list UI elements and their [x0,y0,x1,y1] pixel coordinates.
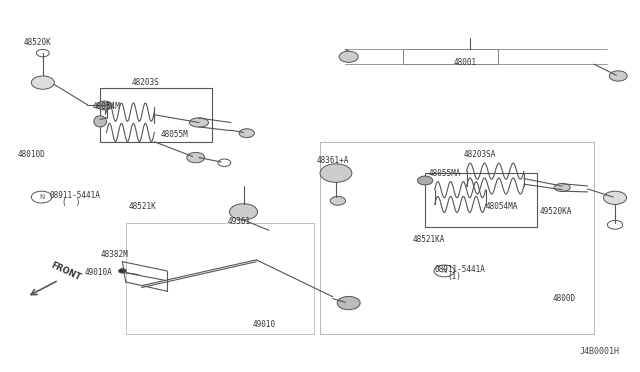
Text: 48520K: 48520K [24,38,51,46]
Circle shape [604,191,627,205]
Text: FRONT: FRONT [49,260,82,282]
Circle shape [31,76,54,89]
Circle shape [36,49,49,57]
Ellipse shape [554,183,570,192]
Bar [100,88,212,142]
Text: 48001: 48001 [454,58,477,67]
Circle shape [607,220,623,229]
Circle shape [320,164,352,182]
Text: 48054MA: 48054MA [486,202,518,211]
Text: N: N [442,268,447,274]
Bar [125,223,314,334]
Circle shape [434,265,454,277]
Circle shape [97,101,112,110]
Text: 48382M: 48382M [100,250,128,259]
Bar [320,142,594,334]
Text: 48521KA: 48521KA [412,235,445,244]
Text: 48361+A: 48361+A [317,155,349,165]
Text: N: N [39,194,44,200]
Circle shape [118,269,126,273]
Circle shape [417,176,433,185]
Circle shape [339,51,358,62]
Text: 08911-5441A: 08911-5441A [435,264,486,273]
Text: 48203S: 48203S [132,78,160,87]
Circle shape [609,71,627,81]
Circle shape [31,191,52,203]
Text: 49520KA: 49520KA [540,207,572,217]
Text: (  ): ( ) [62,198,81,207]
Text: 48521K: 48521K [129,202,157,211]
Text: 08911-5441A: 08911-5441A [49,191,100,200]
Text: 49361: 49361 [228,217,251,225]
Text: 48054M: 48054M [93,102,120,111]
Text: 49010A: 49010A [84,268,112,277]
Text: 48203SA: 48203SA [463,150,496,159]
Text: (1): (1) [447,272,461,281]
Bar [425,173,537,227]
Circle shape [230,204,257,220]
Text: 4800D: 4800D [552,294,576,303]
Circle shape [218,159,231,166]
Circle shape [239,129,254,138]
Circle shape [330,196,346,205]
Circle shape [337,296,360,310]
Text: 48055MA: 48055MA [428,169,461,177]
Text: J4B0001H: J4B0001H [579,347,620,356]
Text: 48055M: 48055M [161,130,188,139]
Ellipse shape [189,118,209,127]
Circle shape [187,153,205,163]
Text: 49010: 49010 [253,320,276,329]
Text: 48010D: 48010D [17,150,45,159]
Bar [403,49,499,64]
Ellipse shape [94,116,106,127]
